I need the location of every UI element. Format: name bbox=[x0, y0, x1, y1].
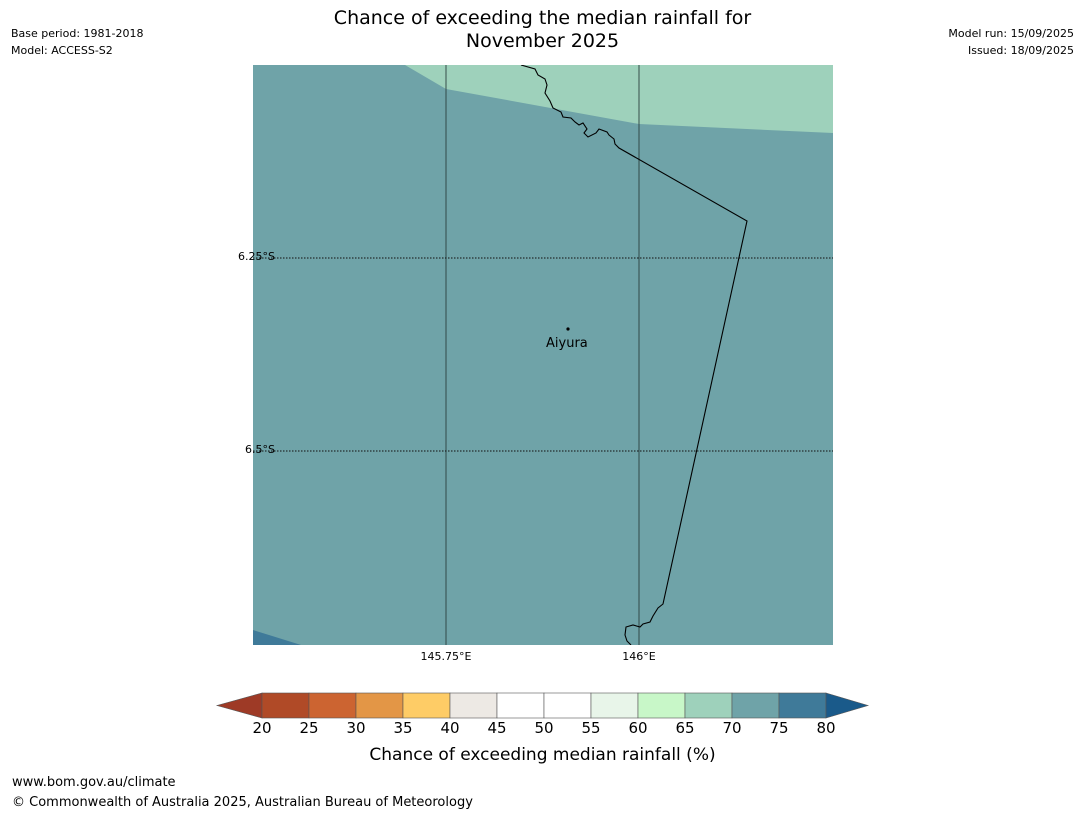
lon-label: 145.75°E bbox=[420, 650, 472, 663]
colorbar-tick-label: 70 bbox=[722, 719, 742, 737]
colorbar-tick-label: 35 bbox=[393, 719, 413, 737]
place-label: Aiyura bbox=[546, 336, 588, 351]
lon-label: 146°E bbox=[622, 650, 656, 663]
footer-copyright: © Commonwealth of Australia 2025, Austra… bbox=[12, 795, 473, 810]
border-line bbox=[520, 65, 748, 645]
lat-label: 6.5°S bbox=[245, 443, 275, 456]
colorbar-segment bbox=[543, 692, 592, 719]
colorbar-tick-label: 65 bbox=[675, 719, 695, 737]
colorbar-tick-label: 50 bbox=[534, 719, 554, 737]
colorbar-segment bbox=[590, 692, 639, 719]
base-period-text: Base period: 1981-2018 bbox=[11, 27, 144, 40]
model-text: Model: ACCESS-S2 bbox=[11, 44, 113, 57]
meta-right: Model run: 15/09/2025 Issued: 18/09/2025 bbox=[948, 25, 1074, 59]
colorbar-segment bbox=[402, 692, 451, 719]
map-panel bbox=[253, 65, 833, 645]
colorbar-tick-label: 40 bbox=[440, 719, 460, 737]
colorbar-segment bbox=[637, 692, 686, 719]
colorbar-over-arrow bbox=[825, 692, 870, 719]
colorbar-tick-label: 45 bbox=[487, 719, 507, 737]
colorbar bbox=[215, 692, 870, 719]
colorbar-tick-label: 60 bbox=[628, 719, 648, 737]
title-line-2: November 2025 bbox=[465, 30, 620, 52]
footer-url: www.bom.gov.au/climate bbox=[12, 775, 176, 790]
colorbar-segment bbox=[778, 692, 827, 719]
colorbar-segment bbox=[308, 692, 357, 719]
colorbar-segment bbox=[261, 692, 310, 719]
colorbar-title: Chance of exceeding median rainfall (%) bbox=[369, 745, 716, 765]
chart-title: Chance of exceeding the median rainfall … bbox=[0, 7, 1085, 53]
colorbar-tick-label: 55 bbox=[581, 719, 601, 737]
colorbar-tick-label: 80 bbox=[816, 719, 836, 737]
colorbar-segment bbox=[496, 692, 545, 719]
model-run-text: Model run: 15/09/2025 bbox=[948, 27, 1074, 40]
colorbar-tick-label: 30 bbox=[346, 719, 366, 737]
colorbar-segment bbox=[355, 692, 404, 719]
map-fill-65-70 bbox=[405, 65, 833, 133]
colorbar-tick-label: 75 bbox=[769, 719, 789, 737]
map-fill-75-80 bbox=[253, 630, 301, 645]
map-fill-70-75 bbox=[253, 65, 833, 645]
colorbar-under-arrow bbox=[215, 692, 263, 719]
location-marker-icon bbox=[566, 327, 570, 331]
title-line-1: Chance of exceeding the median rainfall … bbox=[333, 7, 752, 29]
colorbar-segment bbox=[731, 692, 780, 719]
colorbar-tick-label: 20 bbox=[252, 719, 272, 737]
issued-text: Issued: 18/09/2025 bbox=[967, 44, 1074, 57]
colorbar-segment bbox=[684, 692, 733, 719]
lat-label: 6.25°S bbox=[238, 250, 275, 263]
colorbar-tick-label: 25 bbox=[299, 719, 319, 737]
meta-left: Base period: 1981-2018 Model: ACCESS-S2 bbox=[11, 25, 143, 59]
colorbar-segment bbox=[449, 692, 498, 719]
